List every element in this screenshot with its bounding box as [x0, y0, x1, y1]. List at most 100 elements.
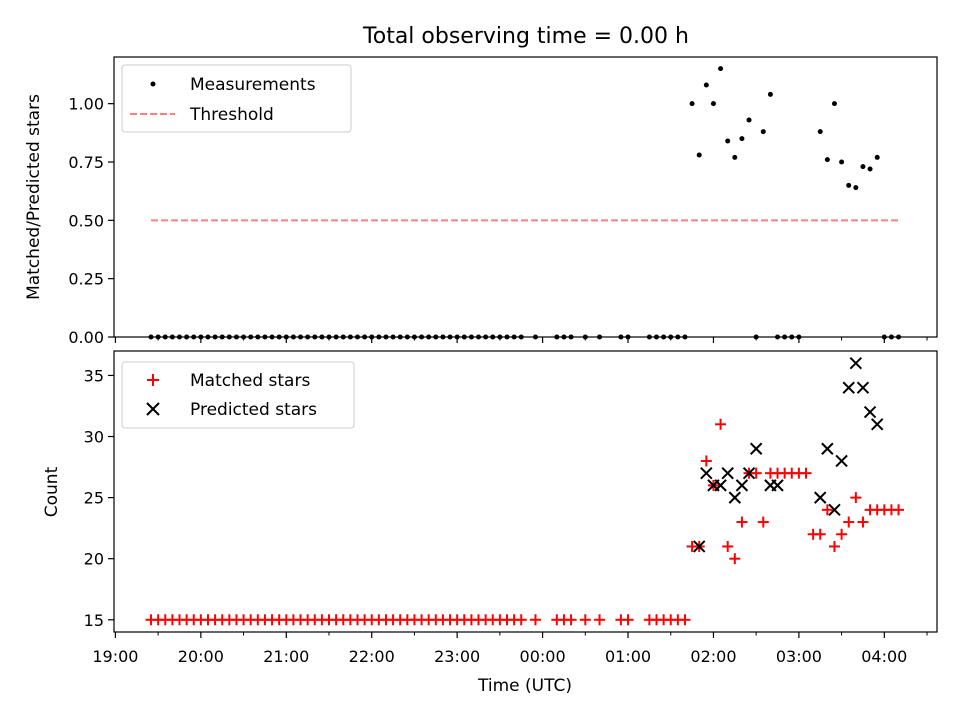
- measurement-point: [725, 138, 731, 144]
- measurement-point: [846, 182, 852, 188]
- predicted-star-stroke-b: [814, 491, 827, 504]
- predicted-star-point: [849, 357, 863, 370]
- legend-matched-label: Matched stars: [190, 371, 310, 391]
- top-y-tick-label: 0.75: [68, 153, 104, 172]
- bottom-legend-box: [121, 361, 355, 429]
- measurement-point: [746, 117, 752, 123]
- predicted-star-stroke-b: [849, 357, 863, 370]
- predicted-star-point: [742, 466, 756, 480]
- predicted-star-stroke-b: [735, 479, 749, 492]
- x-tick-label: 03:00: [776, 647, 822, 666]
- measurement-point: [860, 164, 866, 170]
- predicted-star-stroke-b: [742, 466, 756, 480]
- chart-title: Total observing time = 0.00 h: [362, 24, 689, 49]
- top-legend-box: [121, 64, 352, 133]
- measurement-point: [710, 101, 716, 107]
- matched-star-point: [843, 516, 855, 528]
- matched-star-point: [579, 614, 591, 626]
- measurement-point: [874, 154, 880, 160]
- x-tick-label: 21:00: [263, 647, 309, 666]
- predicted-star-stroke-b: [771, 479, 784, 492]
- matched-star-point: [821, 504, 833, 516]
- measurement-point: [732, 154, 738, 160]
- matched-star-point: [679, 614, 691, 626]
- top-y-tick-label: 0.50: [68, 211, 104, 230]
- matched-star-point: [715, 418, 727, 430]
- predicted-star-stroke-b: [721, 466, 734, 480]
- top-plot-frame: [113, 56, 938, 338]
- matched-star-point: [836, 528, 848, 540]
- predicted-star-point: [835, 454, 848, 468]
- matched-star-point: [757, 516, 769, 528]
- x-tick-label: 22:00: [349, 647, 395, 666]
- matched-star-point: [529, 614, 541, 626]
- predicted-stars-layer: [693, 357, 884, 553]
- matched-star-point: [857, 516, 869, 528]
- legend-measurements-label: Measurements: [190, 75, 316, 95]
- measurement-point: [853, 185, 859, 191]
- legend-measurements-marker: [150, 81, 156, 87]
- bottom-y-tick-label: 15: [84, 611, 104, 630]
- legend-predicted-label: Predicted stars: [190, 400, 317, 420]
- bottom-y-axis-label: Count: [42, 466, 62, 517]
- predicted-star-point: [863, 405, 877, 419]
- measurement-point: [739, 136, 745, 142]
- bottom-y-tick-label: 25: [84, 489, 104, 508]
- predicted-star-point: [749, 442, 763, 455]
- x-tick-label: 19:00: [92, 647, 138, 666]
- legend-threshold-label: Threshold: [189, 105, 274, 125]
- top-y-tick-label: 1.00: [68, 95, 104, 114]
- measurement-point: [718, 66, 724, 72]
- predicted-star-stroke-b: [728, 491, 742, 504]
- predicted-star-stroke-b: [842, 381, 855, 394]
- predicted-star-stroke-b: [749, 442, 763, 455]
- x-axis-label: Time (UTC): [477, 676, 572, 696]
- legend-matched-marker: [147, 374, 159, 386]
- matched-star-point: [515, 614, 527, 626]
- top-x-ticks: [114, 337, 928, 343]
- matched-stars-layer: [145, 418, 905, 626]
- matched-star-point: [722, 540, 734, 552]
- measurement-point: [689, 101, 695, 107]
- matched-star-point: [814, 528, 826, 540]
- bottom-y-ticks: 15 20 25 30 35: [84, 366, 114, 630]
- predicted-star-point: [821, 442, 834, 455]
- predicted-star-stroke-b: [856, 381, 870, 394]
- predicted-star-point: [728, 491, 742, 504]
- predicted-star-point: [856, 381, 870, 394]
- matched-star-point: [729, 553, 741, 565]
- predicted-star-point: [771, 479, 784, 492]
- predicted-star-point: [870, 418, 884, 431]
- predicted-star-point: [693, 540, 706, 553]
- predicted-star-point: [721, 466, 734, 480]
- top-panel: 0.00 0.25 0.50 0.75 1.00 Matched/Predicted s…: [24, 56, 938, 347]
- predicted-star-point: [735, 479, 749, 492]
- top-legend: Measurements Threshold: [121, 64, 352, 133]
- bottom-y-tick-label: 35: [84, 366, 104, 385]
- x-tick-label: 01:00: [605, 647, 651, 666]
- top-y-tick-label: 0.00: [68, 328, 104, 347]
- predicted-star-point: [714, 479, 727, 492]
- x-tick-label: 02:00: [690, 647, 736, 666]
- measurement-point: [817, 129, 823, 135]
- matched-star-point: [594, 614, 606, 626]
- predicted-star-stroke-b: [835, 454, 848, 468]
- matched-star-point: [828, 540, 840, 552]
- matched-star-point: [700, 455, 712, 467]
- predicted-star-point: [828, 503, 841, 517]
- measurement-point: [760, 129, 766, 135]
- legend-predicted-marker: [146, 402, 160, 416]
- bottom-legend: Matched stars Predicted stars: [121, 361, 355, 429]
- bottom-y-tick-label: 20: [84, 550, 104, 569]
- bottom-x-ticks: 19:00 20:00 21:00 22:00 23:00 00:00 01:00 02:00…: [92, 632, 928, 666]
- bottom-plot-frame: [113, 350, 938, 633]
- matched-star-point: [800, 467, 812, 479]
- bottom-panel: 15 20 25 30 35 19:00 20:00 21:00 22:00 23:00 00:0…: [42, 350, 938, 696]
- matched-star-point: [750, 467, 762, 479]
- measurement-point: [831, 101, 837, 107]
- matched-star-point: [893, 504, 905, 516]
- predicted-star-stroke-b: [714, 479, 727, 492]
- measurement-point: [839, 159, 845, 165]
- predicted-star-point: [842, 381, 855, 394]
